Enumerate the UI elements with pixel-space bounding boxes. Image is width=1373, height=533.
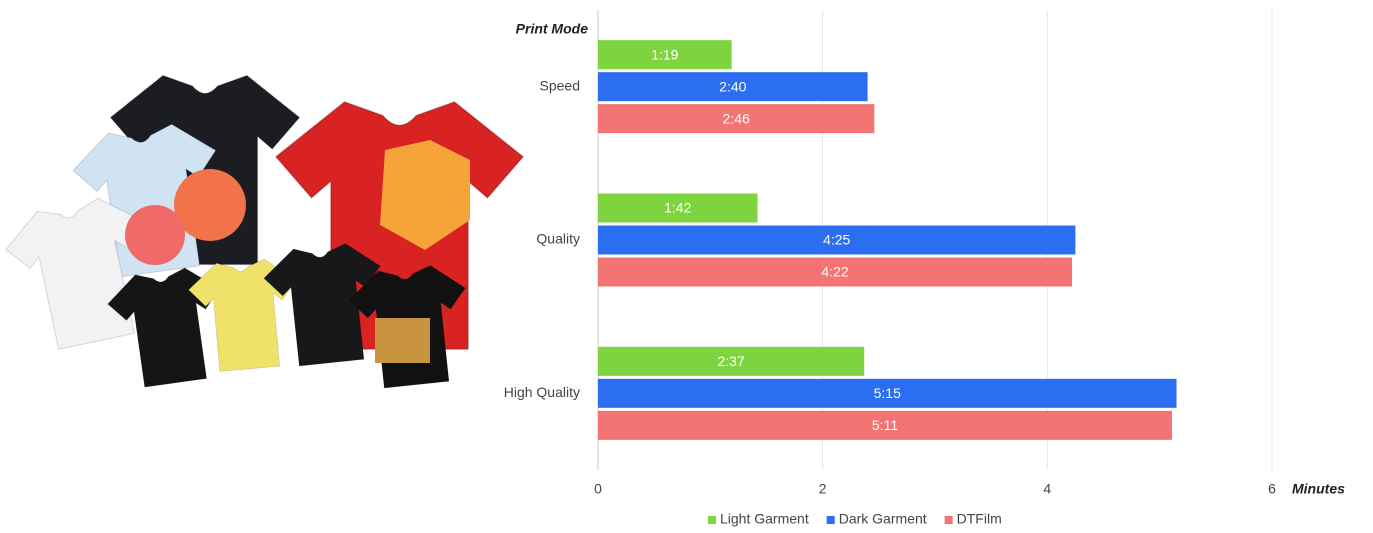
- y-tick-label: High Quality: [504, 384, 580, 400]
- print-sunset: [174, 169, 246, 241]
- print-sunset: [125, 205, 185, 265]
- value-label: 5:15: [874, 385, 901, 401]
- value-label: 2:40: [719, 78, 746, 94]
- legend-label: Light Garment: [720, 511, 809, 527]
- x-tick-label: 2: [819, 481, 827, 497]
- print-lion: [375, 318, 430, 363]
- x-axis-title: Minutes: [1292, 481, 1345, 497]
- bar: [598, 225, 1076, 255]
- legend-swatch: [826, 516, 835, 524]
- value-label: 5:11: [872, 417, 898, 433]
- value-label: 2:37: [717, 353, 744, 369]
- y-tick-label: Quality: [536, 231, 580, 247]
- bar: [598, 72, 868, 102]
- x-tick-label: 4: [1043, 481, 1051, 497]
- x-tick-label: 0: [594, 481, 602, 497]
- bar: [598, 346, 865, 376]
- bar: [598, 40, 732, 70]
- bar: [598, 193, 758, 223]
- value-label: 2:46: [723, 110, 750, 126]
- legend-swatch: [708, 516, 716, 524]
- print-birthday: [380, 140, 470, 250]
- value-label: 1:19: [651, 46, 678, 62]
- y-axis-title: Print Mode: [516, 21, 589, 37]
- bar: [598, 257, 1073, 287]
- legend-label: DTFilm: [957, 511, 1002, 527]
- value-label: 1:42: [664, 200, 691, 216]
- value-label: 4:25: [823, 232, 850, 248]
- bar: [598, 104, 875, 134]
- t-shirt-photo: [0, 74, 525, 392]
- x-tick-label: 6: [1268, 481, 1276, 497]
- value-label: 4:22: [821, 264, 848, 280]
- bar: [598, 378, 1177, 408]
- legend-label: Dark Garment: [839, 511, 927, 527]
- legend-swatch: [944, 516, 953, 524]
- y-tick-label: Speed: [540, 77, 580, 93]
- bar: [598, 410, 1173, 440]
